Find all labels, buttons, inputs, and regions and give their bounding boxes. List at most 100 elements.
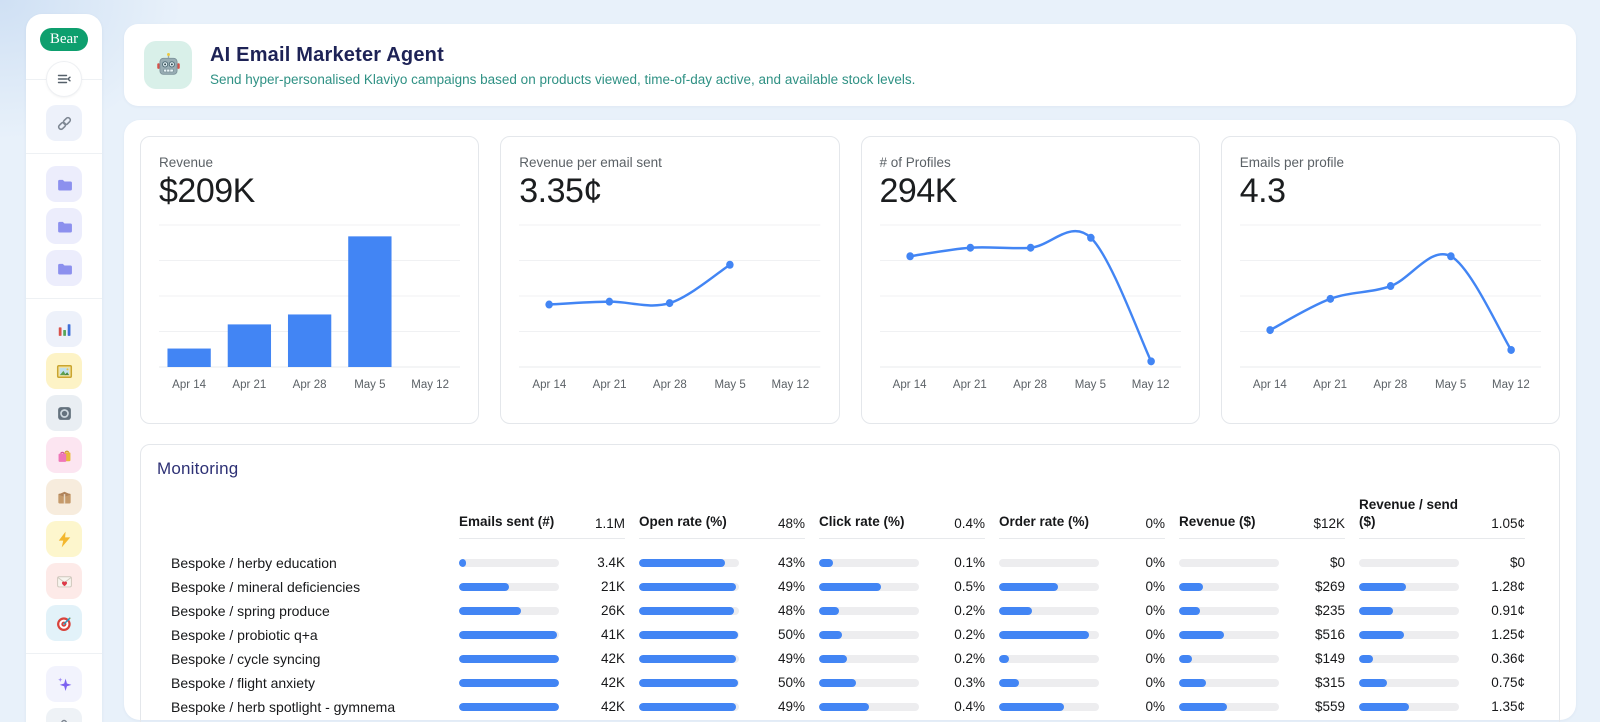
app-logo[interactable]: Bear bbox=[40, 28, 88, 51]
metric-value: 42K bbox=[600, 699, 625, 715]
x-axis-ticks: Apr 14 Apr 21 Apr 28 May 5 May 12 bbox=[159, 379, 460, 391]
sidebar-item-ai[interactable] bbox=[46, 666, 82, 702]
progress-bar bbox=[999, 606, 1099, 615]
sidebar-item-badge[interactable] bbox=[46, 395, 82, 431]
progress-bar bbox=[819, 606, 919, 615]
metric-value: 0.2% bbox=[954, 627, 985, 643]
sidebar-item-campaigns[interactable] bbox=[46, 563, 82, 599]
microscope-icon bbox=[60, 719, 67, 722]
metric-header-total: 0.4% bbox=[954, 515, 985, 531]
progress-bar-fill bbox=[639, 606, 734, 615]
progress-bar bbox=[459, 678, 559, 687]
shopping-bags-icon bbox=[58, 450, 70, 462]
metric-value: 1.28¢ bbox=[1491, 579, 1525, 595]
x-tick-label: May 12 bbox=[1492, 379, 1530, 391]
package-icon bbox=[57, 491, 71, 503]
metric-value: 49% bbox=[777, 699, 805, 715]
sidebar-item-analytics[interactable] bbox=[46, 311, 82, 347]
x-tick-label: May 5 bbox=[1074, 379, 1107, 391]
metric-value: $269 bbox=[1314, 579, 1345, 595]
metric-value: 0.5% bbox=[954, 579, 985, 595]
progress-bar bbox=[999, 582, 1099, 591]
main-content: AI Email Marketer Agent Send hyper-perso… bbox=[124, 24, 1576, 722]
progress-bar-fill bbox=[819, 630, 842, 639]
progress-bar bbox=[1359, 558, 1459, 567]
sidebar-divider bbox=[26, 298, 102, 299]
progress-bar bbox=[999, 702, 1099, 711]
progress-bar bbox=[1179, 558, 1279, 567]
kpi-chart bbox=[1239, 224, 1541, 368]
table-row: Bespoke / herb spotlight - gymnema 42K 49%… bbox=[157, 695, 1543, 719]
campaign-name: Bespoke / herb spotlight - gymnema bbox=[171, 698, 396, 715]
sidebar-item-shopping[interactable] bbox=[46, 437, 82, 473]
progress-bar bbox=[639, 606, 739, 615]
app-logo-label: Bear bbox=[49, 31, 79, 47]
kpi-value: 294K bbox=[879, 172, 958, 210]
progress-bar-fill bbox=[1359, 630, 1404, 639]
x-tick-label: Apr 14 bbox=[532, 379, 567, 391]
sidebar-collapse-row bbox=[26, 61, 102, 97]
link-button[interactable] bbox=[46, 105, 82, 141]
sidebar-item-folder-1[interactable] bbox=[46, 166, 82, 202]
progress-bar-fill bbox=[819, 702, 869, 711]
sidebar-item-targeting[interactable] bbox=[46, 605, 82, 641]
progress-bar-fill bbox=[1179, 606, 1200, 615]
folder-icon bbox=[57, 263, 72, 274]
metric-header-label: Click rate (%) bbox=[819, 513, 905, 529]
metric-value: $559 bbox=[1314, 699, 1345, 715]
robot-avatar bbox=[144, 41, 192, 89]
metric-value: 0% bbox=[1145, 699, 1165, 715]
progress-bar bbox=[999, 654, 1099, 663]
x-tick-label: Apr 21 bbox=[232, 379, 267, 391]
metric-value: 41K bbox=[600, 627, 625, 643]
progress-bar bbox=[1359, 654, 1459, 663]
progress-bar bbox=[459, 654, 559, 663]
progress-bar-fill bbox=[999, 654, 1009, 663]
monitoring-table: Emails sent (#) 1.1M Open rate (%) 48% Click… bbox=[157, 497, 1543, 719]
monitoring-section: Monitoring Emails sent (#) 1.1M Open rate … bbox=[140, 444, 1560, 722]
metric-header-label: Open rate (%) bbox=[639, 513, 727, 529]
campaign-name: Bespoke / flight anxiety bbox=[171, 674, 315, 691]
progress-bar bbox=[1179, 606, 1279, 615]
sidebar-item-research[interactable] bbox=[46, 708, 82, 722]
progress-bar-fill bbox=[459, 654, 559, 663]
progress-bar bbox=[1179, 582, 1279, 591]
kpi-card-emails-per-profile: Emails per profile 4.3 Apr 14 Apr 21 Apr 2… bbox=[1220, 136, 1560, 424]
x-tick-label: Apr 21 bbox=[1313, 379, 1348, 391]
agent-header: AI Email Marketer Agent Send hyper-perso… bbox=[124, 24, 1576, 106]
sidebar: Bear bbox=[26, 14, 102, 722]
progress-bar-fill bbox=[999, 582, 1058, 591]
x-tick-label: Apr 21 bbox=[952, 379, 987, 391]
metric-value: 0.3% bbox=[954, 675, 985, 691]
page-title: AI Email Marketer Agent bbox=[210, 43, 444, 66]
sidebar-item-folder-3[interactable] bbox=[46, 250, 82, 286]
metric-header-total: 0% bbox=[1145, 515, 1165, 531]
x-tick-label: Apr 28 bbox=[652, 379, 687, 391]
progress-bar bbox=[459, 558, 559, 567]
progress-bar-fill bbox=[639, 582, 736, 591]
metric-header: Revenue ($) $12K bbox=[1179, 514, 1345, 539]
progress-bar bbox=[819, 582, 919, 591]
metric-header-total: 48% bbox=[777, 515, 805, 531]
sidebar-divider bbox=[26, 153, 102, 154]
table-row: Bespoke / cycle syncing 42K 49% 0.2% 0% $149 0… bbox=[157, 647, 1543, 671]
metric-value: 50% bbox=[777, 675, 805, 691]
collapse-sidebar-button[interactable] bbox=[46, 61, 82, 97]
table-row: Bespoke / spring produce 26K 48% 0.2% 0% $235… bbox=[157, 599, 1543, 623]
progress-bar bbox=[459, 630, 559, 639]
progress-bar-fill bbox=[639, 558, 725, 567]
metric-value: 42K bbox=[600, 651, 625, 667]
progress-bar bbox=[1179, 702, 1279, 711]
kpi-row: Revenue $209K Apr 14 Apr 21 Apr 28 May 5 May… bbox=[140, 136, 1560, 424]
progress-bar-fill bbox=[1359, 702, 1409, 711]
sidebar-item-folder-2[interactable] bbox=[46, 208, 82, 244]
sidebar-item-package[interactable] bbox=[46, 479, 82, 515]
metric-value: 0% bbox=[1145, 579, 1165, 595]
progress-bar bbox=[459, 702, 559, 711]
sidebar-item-automation[interactable] bbox=[46, 521, 82, 557]
sidebar-item-gallery[interactable] bbox=[46, 353, 82, 389]
kpi-label: Emails per profile bbox=[1239, 155, 1345, 170]
kpi-chart bbox=[159, 224, 461, 368]
x-tick-label: Apr 21 bbox=[592, 379, 627, 391]
